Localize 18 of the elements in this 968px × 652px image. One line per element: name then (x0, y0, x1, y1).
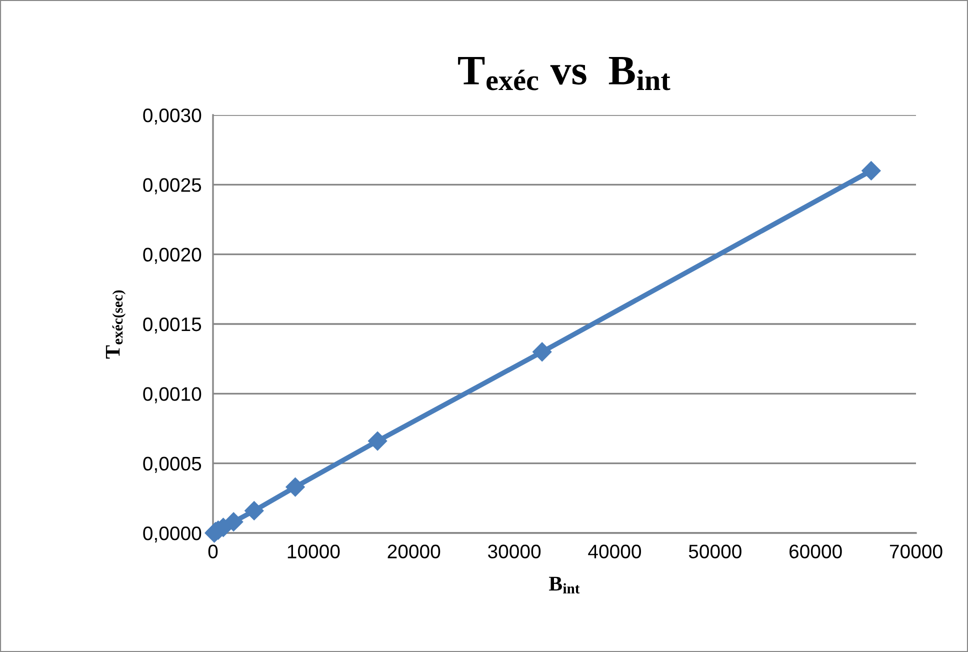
x-tick-label: 0 (208, 544, 218, 558)
y-tick-label: 0,0010 (143, 387, 202, 404)
x-tick-label: 70000 (890, 544, 942, 558)
y-tick-label: 0,0005 (143, 456, 202, 473)
y-tick-label: 0,0000 (143, 526, 202, 543)
y-axis-title: T$_{exéc(sec)}$ (106, 290, 126, 359)
y-tick-label: 0,0025 (143, 178, 202, 194)
chart-title: T$_{exéc}$ vs B$_{int}$ (458, 56, 670, 90)
y-tick-label: 0,0015 (143, 317, 202, 334)
x-tick-label: 60000 (790, 544, 842, 558)
y-tick-label: 0,0020 (143, 248, 202, 264)
x-tick-label: 40000 (588, 544, 641, 558)
x-tick-label: 30000 (488, 544, 541, 558)
x-tick-label: 20000 (388, 544, 440, 558)
x-axis-title: B$_{int}$ (549, 576, 580, 594)
x-tick-label: 50000 (688, 544, 742, 558)
y-tick-label: 0,0030 (143, 108, 202, 125)
x-tick-label: 10000 (288, 544, 340, 558)
